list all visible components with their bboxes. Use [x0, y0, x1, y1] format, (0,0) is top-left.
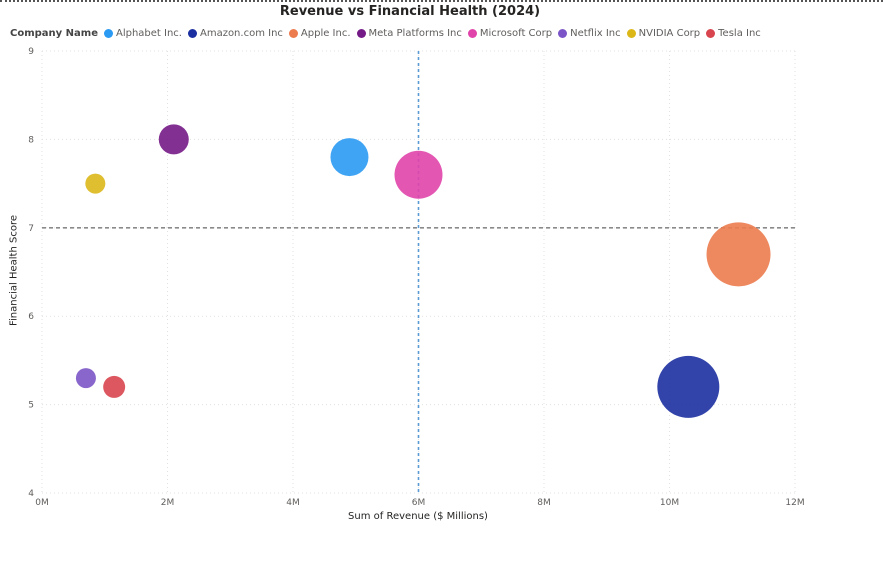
- y-tick-label: 7: [28, 224, 34, 234]
- bubble-point: [103, 375, 126, 398]
- y-tick-label: 6: [28, 312, 34, 322]
- bubble-point: [85, 173, 106, 194]
- legend-item-nvidia[interactable]: NVIDIA Corp: [626, 27, 701, 39]
- legend-swatch-icon: [626, 28, 636, 38]
- bubble-point: [330, 138, 369, 177]
- legend-label: Microsoft Corp: [479, 27, 553, 39]
- bubble-point: [706, 222, 771, 287]
- legend-swatch-icon: [187, 28, 197, 38]
- legend-label: Alphabet Inc.: [115, 27, 182, 39]
- y-tick-label: 4: [28, 489, 34, 499]
- y-axis-title: Financial Health Score: [8, 215, 20, 326]
- bubble-point: [657, 355, 720, 418]
- x-tick-label: 6M: [412, 498, 426, 508]
- legend-item-amazon[interactable]: Amazon.com Inc: [187, 27, 283, 39]
- legend-title: Company Name: [10, 27, 98, 39]
- x-tick-label: 4M: [286, 498, 300, 508]
- legend-item-meta[interactable]: Meta Platforms Inc: [356, 27, 462, 39]
- legend-item-alphabet[interactable]: Alphabet Inc.: [103, 27, 182, 39]
- y-tick-label: 8: [28, 135, 34, 145]
- x-tick-label: 2M: [161, 498, 175, 508]
- legend-label: Amazon.com Inc: [199, 27, 283, 39]
- bubble-point: [158, 124, 189, 155]
- bubble-point: [394, 150, 443, 199]
- top-border: [0, 0, 883, 2]
- legend-swatch-icon: [103, 28, 113, 38]
- y-tick-label: 9: [28, 47, 34, 57]
- legend-swatch-icon: [467, 28, 477, 38]
- legend-item-tesla[interactable]: Tesla Inc: [706, 28, 761, 39]
- legend-item-apple[interactable]: Apple Inc.: [288, 27, 351, 39]
- legend-swatch-icon: [706, 28, 716, 38]
- x-axis-title: Sum of Revenue ($ Millions): [348, 511, 488, 522]
- legend: Company Name Alphabet Inc. Amazon.com In…: [10, 26, 767, 40]
- legend-label: Apple Inc.: [300, 27, 351, 39]
- legend-label: NVIDIA Corp: [638, 27, 701, 39]
- legend-label: Netflix Inc: [570, 27, 621, 39]
- chart-title: Revenue vs Financial Health (2024): [279, 4, 541, 19]
- legend-label: Tesla Inc: [718, 27, 761, 39]
- legend-swatch-icon: [356, 28, 366, 38]
- y-tick-label: 5: [28, 401, 34, 411]
- x-tick-label: 10M: [660, 498, 679, 508]
- x-tick-label: 12M: [785, 498, 804, 508]
- x-tick-label: 0M: [35, 498, 49, 508]
- legend-swatch-icon: [558, 28, 568, 38]
- bubble-point: [75, 368, 96, 389]
- legend-label: Meta Platforms Inc: [368, 27, 462, 39]
- legend-item-netflix[interactable]: Netflix Inc: [558, 28, 621, 39]
- x-tick-label: 8M: [537, 498, 551, 508]
- legend-item-microsoft[interactable]: Microsoft Corp: [467, 27, 553, 39]
- legend-swatch-icon: [288, 28, 298, 38]
